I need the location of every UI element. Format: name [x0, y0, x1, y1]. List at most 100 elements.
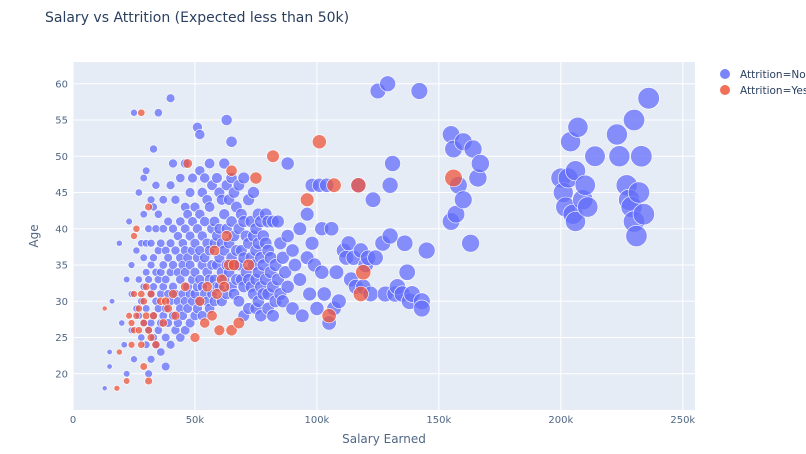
- data-point[interactable]: [170, 245, 181, 256]
- data-point[interactable]: [170, 310, 181, 321]
- data-point[interactable]: [182, 209, 193, 220]
- data-point[interactable]: [316, 286, 332, 302]
- data-point[interactable]: [115, 348, 123, 356]
- legend-label[interactable]: Attrition=No: [740, 69, 806, 81]
- data-point[interactable]: [132, 224, 141, 233]
- data-point[interactable]: [417, 241, 436, 260]
- data-point[interactable]: [187, 172, 198, 184]
- data-point[interactable]: [130, 232, 138, 240]
- data-point[interactable]: [125, 217, 133, 226]
- data-point[interactable]: [309, 301, 325, 316]
- data-point[interactable]: [180, 223, 191, 234]
- data-point[interactable]: [132, 246, 141, 255]
- data-point[interactable]: [161, 274, 171, 285]
- data-point[interactable]: [127, 261, 136, 269]
- data-point[interactable]: [324, 221, 340, 237]
- data-point[interactable]: [278, 265, 293, 280]
- data-point[interactable]: [180, 325, 191, 336]
- data-point[interactable]: [139, 253, 148, 262]
- data-point[interactable]: [146, 238, 156, 248]
- data-point[interactable]: [168, 289, 178, 299]
- data-point[interactable]: [625, 225, 648, 247]
- data-point[interactable]: [367, 249, 384, 266]
- data-point[interactable]: [158, 260, 168, 270]
- data-point[interactable]: [158, 195, 168, 205]
- data-point[interactable]: [149, 144, 158, 154]
- data-point[interactable]: [227, 258, 240, 272]
- data-point[interactable]: [153, 209, 163, 219]
- data-point[interactable]: [280, 279, 295, 294]
- data-point[interactable]: [304, 235, 320, 251]
- data-point[interactable]: [156, 238, 166, 248]
- data-point[interactable]: [461, 233, 480, 253]
- data-point[interactable]: [184, 187, 196, 198]
- data-point[interactable]: [163, 253, 173, 263]
- data-point[interactable]: [470, 154, 490, 173]
- data-point[interactable]: [139, 173, 148, 183]
- data-point[interactable]: [163, 216, 173, 227]
- data-point[interactable]: [139, 318, 148, 328]
- data-point[interactable]: [237, 171, 250, 185]
- data-point[interactable]: [127, 319, 136, 327]
- data-point[interactable]: [123, 377, 131, 385]
- data-point[interactable]: [175, 216, 186, 227]
- data-point[interactable]: [146, 354, 156, 364]
- data-point[interactable]: [142, 311, 151, 320]
- data-point[interactable]: [158, 318, 168, 328]
- data-point[interactable]: [149, 253, 158, 263]
- data-point[interactable]: [134, 304, 143, 313]
- data-point[interactable]: [142, 268, 151, 277]
- data-point[interactable]: [384, 155, 401, 172]
- data-point[interactable]: [149, 282, 158, 292]
- data-point[interactable]: [142, 282, 151, 291]
- data-point[interactable]: [187, 216, 198, 227]
- data-point[interactable]: [165, 180, 176, 190]
- data-point[interactable]: [218, 157, 231, 170]
- data-point[interactable]: [280, 156, 295, 171]
- data-point[interactable]: [340, 235, 357, 252]
- data-point[interactable]: [275, 250, 290, 265]
- data-point[interactable]: [275, 294, 290, 309]
- data-point[interactable]: [225, 135, 238, 148]
- data-point[interactable]: [144, 224, 153, 233]
- data-point[interactable]: [172, 231, 183, 241]
- data-point[interactable]: [364, 191, 382, 208]
- data-point[interactable]: [163, 303, 173, 314]
- data-point[interactable]: [144, 326, 153, 335]
- data-point[interactable]: [139, 362, 148, 371]
- data-point[interactable]: [584, 145, 606, 167]
- data-point[interactable]: [577, 196, 599, 218]
- data-point[interactable]: [446, 205, 466, 224]
- data-point[interactable]: [144, 275, 153, 284]
- data-point[interactable]: [137, 108, 146, 117]
- data-point[interactable]: [321, 308, 337, 324]
- data-point[interactable]: [295, 308, 310, 323]
- data-point[interactable]: [379, 75, 396, 93]
- data-point[interactable]: [175, 173, 186, 183]
- data-point[interactable]: [232, 295, 245, 308]
- data-point[interactable]: [220, 230, 233, 242]
- data-point[interactable]: [211, 288, 223, 300]
- data-point[interactable]: [266, 149, 280, 163]
- data-point[interactable]: [170, 194, 181, 205]
- data-point[interactable]: [204, 201, 216, 213]
- data-point[interactable]: [182, 158, 193, 169]
- data-point[interactable]: [199, 172, 211, 184]
- data-point[interactable]: [292, 221, 307, 236]
- data-point[interactable]: [165, 340, 176, 350]
- data-point[interactable]: [130, 355, 138, 364]
- data-point[interactable]: [632, 203, 655, 226]
- data-point[interactable]: [123, 275, 131, 284]
- data-point[interactable]: [232, 316, 245, 330]
- data-point[interactable]: [142, 304, 151, 313]
- data-point[interactable]: [225, 324, 238, 337]
- data-point[interactable]: [144, 376, 153, 386]
- data-point[interactable]: [113, 384, 121, 392]
- data-point[interactable]: [285, 301, 300, 316]
- data-point[interactable]: [199, 317, 211, 329]
- data-point[interactable]: [153, 108, 163, 118]
- data-point[interactable]: [184, 317, 196, 329]
- data-point[interactable]: [137, 289, 146, 299]
- data-point[interactable]: [175, 332, 186, 343]
- data-point[interactable]: [151, 340, 161, 350]
